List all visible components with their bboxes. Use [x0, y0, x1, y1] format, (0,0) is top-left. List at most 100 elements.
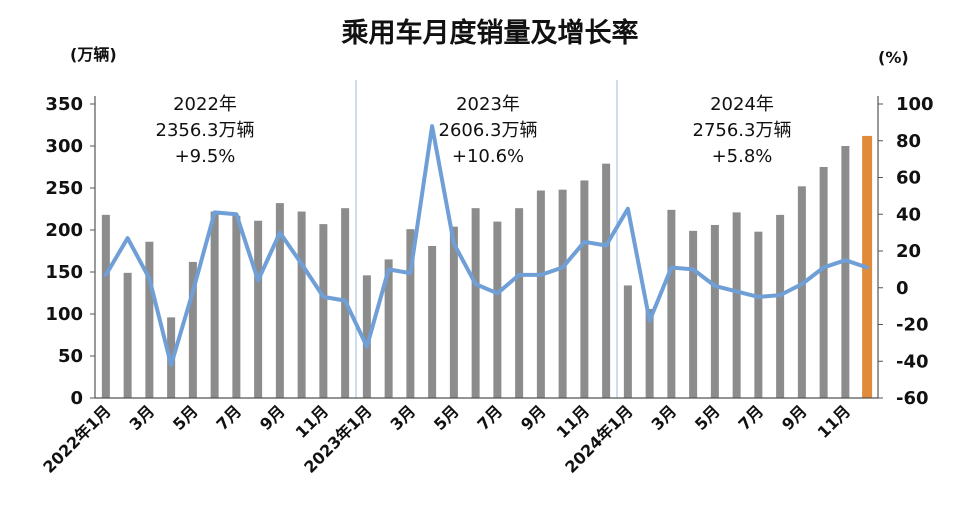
x-tick-label: 5月: [169, 401, 202, 434]
left-tick-label: 50: [58, 346, 83, 367]
x-tick-label: 9月: [256, 401, 289, 434]
growth-point-27: [669, 266, 673, 270]
bar-15: [406, 229, 415, 398]
growth-point-26: [648, 319, 652, 323]
left-tick-label: 150: [45, 262, 83, 283]
year-dividers: [355, 80, 618, 398]
bar-30: [732, 212, 741, 398]
left-tick-label: 250: [45, 178, 83, 199]
growth-point-21: [539, 273, 543, 277]
annotation-year: 2023年: [456, 94, 520, 115]
growth-point-32: [778, 293, 782, 297]
left-tick-label: 0: [70, 388, 83, 409]
x-tick-label: 9月: [517, 401, 550, 434]
x-tick-label: 3月: [648, 401, 681, 434]
left-tick-label: 100: [45, 304, 83, 325]
growth-point-7: [234, 212, 238, 216]
growth-point-11: [321, 295, 325, 299]
left-axis-unit: (万辆): [70, 45, 117, 64]
bar-33: [797, 186, 806, 398]
right-tick-label: 60: [896, 168, 921, 189]
growth-point-23: [582, 240, 586, 244]
growth-point-31: [756, 295, 760, 299]
bar-1: [101, 214, 110, 398]
growth-point-2: [126, 236, 130, 240]
year-annotations: 2022年2356.3万辆+9.5%2023年2606.3万辆+10.6%202…: [156, 94, 792, 167]
annotation-year: 2024年: [710, 94, 774, 115]
x-tick-label: 5月: [430, 401, 463, 434]
bar-32: [776, 214, 785, 398]
right-tick-label: 0: [896, 278, 909, 299]
bar-8: [254, 220, 263, 398]
x-tick-label: 11月: [553, 401, 594, 442]
x-tick-label: 3月: [387, 401, 420, 434]
left-tick-label: 200: [45, 220, 83, 241]
growth-point-16: [430, 124, 434, 128]
growth-point-6: [213, 210, 217, 214]
growth-point-8: [256, 278, 260, 282]
bar-18: [471, 208, 480, 398]
bar-19: [493, 221, 502, 398]
x-tick-label: 7月: [213, 401, 246, 434]
bar-35: [841, 146, 850, 398]
annotation-total: 2356.3万辆: [156, 120, 255, 141]
growth-point-4: [169, 363, 173, 367]
bar-10: [297, 211, 306, 398]
bar-29: [710, 224, 719, 398]
growth-point-36: [865, 266, 869, 270]
right-tick-label: 80: [896, 131, 921, 152]
x-tick-label: 2022年1月: [39, 401, 114, 476]
right-tick-label: -40: [896, 351, 929, 372]
bar-7: [232, 215, 241, 398]
right-tick-label: 40: [896, 204, 921, 225]
bar-26: [645, 308, 654, 398]
growth-point-10: [300, 262, 304, 266]
right-tick-label: -60: [896, 388, 929, 409]
bar-11: [319, 224, 328, 398]
bar-20: [515, 208, 524, 398]
annotation-growth: +10.6%: [452, 146, 524, 167]
annotation-total: 2756.3万辆: [693, 120, 792, 141]
bar-23: [580, 180, 589, 398]
annotation-1: 2022年 2356.3万辆 +9.5%: [156, 94, 255, 167]
bar-22: [558, 189, 567, 398]
bar-34: [819, 167, 828, 398]
right-tick-label: -20: [896, 315, 929, 336]
annotation-year: 2022年: [173, 94, 237, 115]
annotation-2: 2023年 2606.3万辆 +10.6%: [439, 94, 538, 167]
x-tick-label: 9月: [778, 401, 811, 434]
right-axis-unit: (%): [878, 48, 909, 67]
bar-5: [188, 261, 197, 398]
growth-point-17: [452, 242, 456, 246]
x-tick-label: 3月: [126, 401, 159, 434]
growth-point-20: [517, 273, 521, 277]
growth-point-34: [822, 266, 826, 270]
growth-point-29: [713, 284, 717, 288]
bar-6: [210, 211, 219, 398]
growth-point-22: [561, 266, 565, 270]
bar-16: [428, 245, 437, 398]
growth-point-13: [365, 345, 369, 349]
growth-point-30: [735, 289, 739, 293]
x-tick-label: 11月: [292, 401, 333, 442]
bar-21: [536, 190, 545, 398]
growth-point-15: [408, 271, 412, 275]
annotation-growth: +9.5%: [175, 146, 236, 167]
bar-13: [362, 275, 371, 398]
bar-17: [449, 226, 458, 398]
growth-point-33: [800, 282, 804, 286]
x-tick-label: 7月: [735, 401, 768, 434]
growth-point-25: [626, 207, 630, 211]
bar-25: [623, 285, 632, 398]
annotation-3: 2024年 2756.3万辆 +5.8%: [693, 94, 792, 167]
growth-point-18: [474, 282, 478, 286]
growth-line: [103, 124, 870, 367]
growth-point-12: [343, 299, 347, 303]
growth-line-series: [103, 124, 870, 367]
bar-2: [123, 272, 132, 398]
growth-point-14: [387, 267, 391, 271]
chart-title: 乘用车月度销量及增长率: [341, 17, 639, 49]
bar-9: [275, 203, 284, 398]
